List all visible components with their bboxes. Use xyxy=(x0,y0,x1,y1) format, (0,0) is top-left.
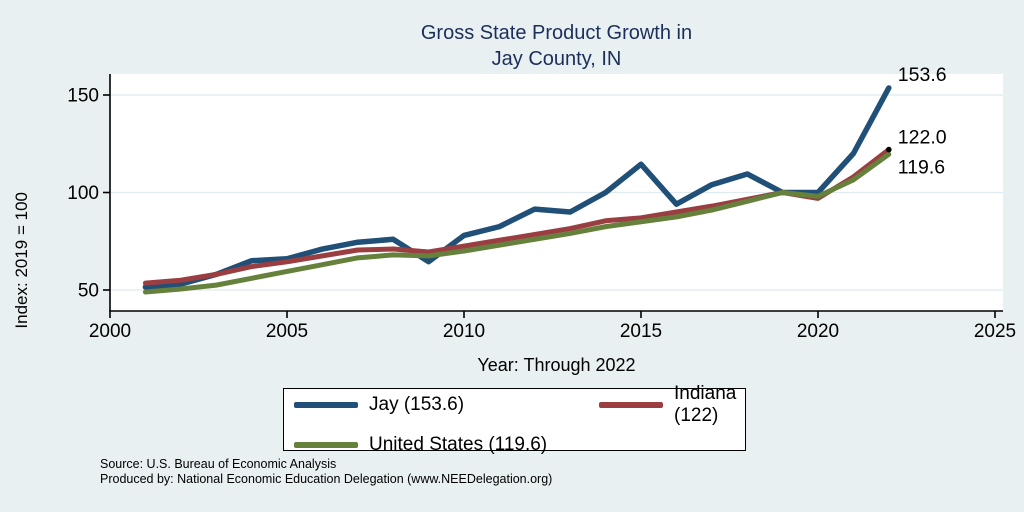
legend-item-united-states: United States (119.6) xyxy=(294,434,599,456)
x-tick-label-2010: 2010 xyxy=(443,321,485,342)
x-axis-title: Year: Through 2022 xyxy=(477,355,636,375)
end-label-indiana: 122.0 xyxy=(898,127,947,149)
series-line-jay xyxy=(142,85,892,290)
x-tick-label-2020: 2020 xyxy=(797,321,839,342)
chart-title-line2: Jay County, IN xyxy=(491,48,622,70)
x-tick-label-2025: 2025 xyxy=(974,321,1016,342)
chart-title-line1: Gross State Product Growth in xyxy=(420,22,693,44)
legend-swatch-indiana xyxy=(599,402,663,408)
footer-source: Source: U.S. Bureau of Economic Analysis xyxy=(100,457,337,471)
y-tick-label-150: 150 xyxy=(67,86,99,107)
series-line-united-states xyxy=(142,151,892,295)
y-tick-label-100: 100 xyxy=(67,183,99,204)
end-label-jay: 153.6 xyxy=(898,64,947,86)
footer: Source: U.S. Bureau of Economic Analysis… xyxy=(100,457,552,488)
legend-swatch-jay xyxy=(294,402,358,408)
legend-item-jay: Jay (153.6) xyxy=(294,383,599,427)
end-label-united-states: 119.6 xyxy=(898,156,945,178)
y-tick-label-50: 50 xyxy=(78,281,99,302)
footer-produced-by: Produced by: National Economic Education… xyxy=(100,472,553,487)
legend-swatch-united-states xyxy=(294,442,358,448)
legend-label-jay: Jay (153.6) xyxy=(369,394,465,415)
end-marker-indiana xyxy=(886,146,892,153)
x-tick-label-2015: 2015 xyxy=(620,321,662,342)
x-tick-label-2000: 2000 xyxy=(89,321,131,342)
legend: Jay (153.6) Indiana (122) United States (1… xyxy=(283,383,746,455)
x-tick-label-2005: 2005 xyxy=(266,321,308,342)
y-axis-title-text: Index: 2019 = 100 xyxy=(12,192,31,329)
legend-label-indiana: Indiana (122) xyxy=(674,383,737,426)
chart-title: Gross State Product Growth in Jay County… xyxy=(110,20,1003,72)
legend-item-indiana: Indiana (122) xyxy=(599,383,745,427)
legend-label-united-states: United States (119.6) xyxy=(369,434,548,455)
